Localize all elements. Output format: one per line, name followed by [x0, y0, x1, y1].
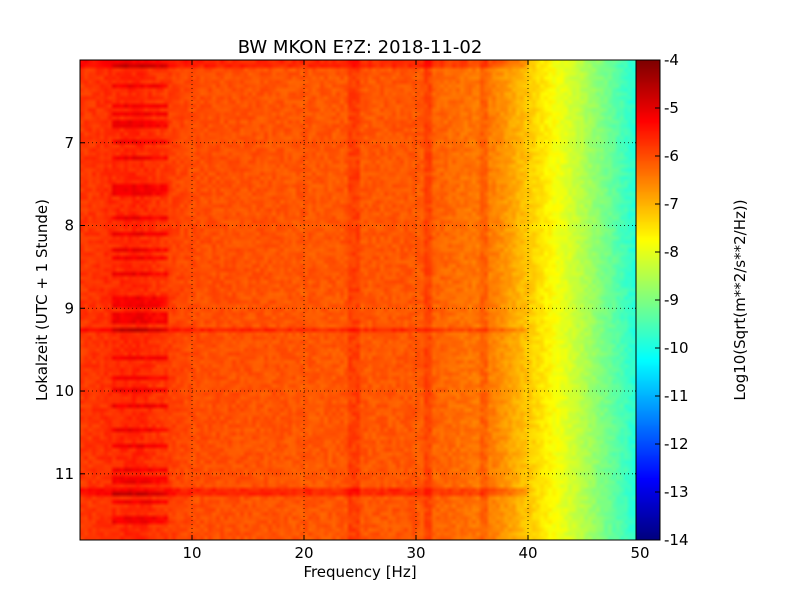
x-tick-label: 50 [630, 544, 649, 562]
y-tick-label: 7 [64, 134, 74, 152]
y-tick-label: 9 [64, 299, 74, 317]
y-tick-label: 10 [55, 382, 74, 400]
colorbar-tick-label: -9 [664, 291, 679, 309]
colorbar-tick-label: -12 [664, 435, 689, 453]
x-tick-label: 40 [518, 544, 537, 562]
colorbar-tick-label: -4 [664, 51, 679, 69]
plot-grid [80, 60, 640, 540]
y-tick-label: 8 [64, 217, 74, 235]
heatmap-image [80, 60, 640, 540]
chart-title: BW MKON E?Z: 2018-11-02 [238, 37, 483, 58]
colorbar-tick-label: -14 [664, 531, 689, 549]
colorbar-tick-label: -11 [664, 387, 689, 405]
colorbar-tick-label: -6 [664, 147, 679, 165]
colorbar-label: Log10(Sqrt(m**2/s**2/Hz)) [731, 199, 749, 400]
y-tick-label: 11 [55, 465, 74, 483]
colorbar: -4 -5 -6 -7 -8 -9 -10 -11 -12 -13 -14 [635, 51, 689, 549]
colorbar-tick-label: -8 [664, 243, 679, 261]
colorbar-tick-label: -10 [664, 339, 689, 357]
y-axis-label: Lokalzeit (UTC + 1 Stunde) [33, 199, 51, 401]
spectrogram-heatmap [80, 60, 640, 540]
colorbar-tick-label: -7 [664, 195, 679, 213]
x-axis-label: Frequency [Hz] [303, 563, 416, 581]
x-tick-label: 30 [406, 544, 425, 562]
colorbar-tick-label: -13 [664, 483, 689, 501]
colorbar-tick-label: -5 [664, 99, 679, 117]
x-tick-label: 20 [294, 544, 313, 562]
x-tick-label: 10 [182, 544, 201, 562]
